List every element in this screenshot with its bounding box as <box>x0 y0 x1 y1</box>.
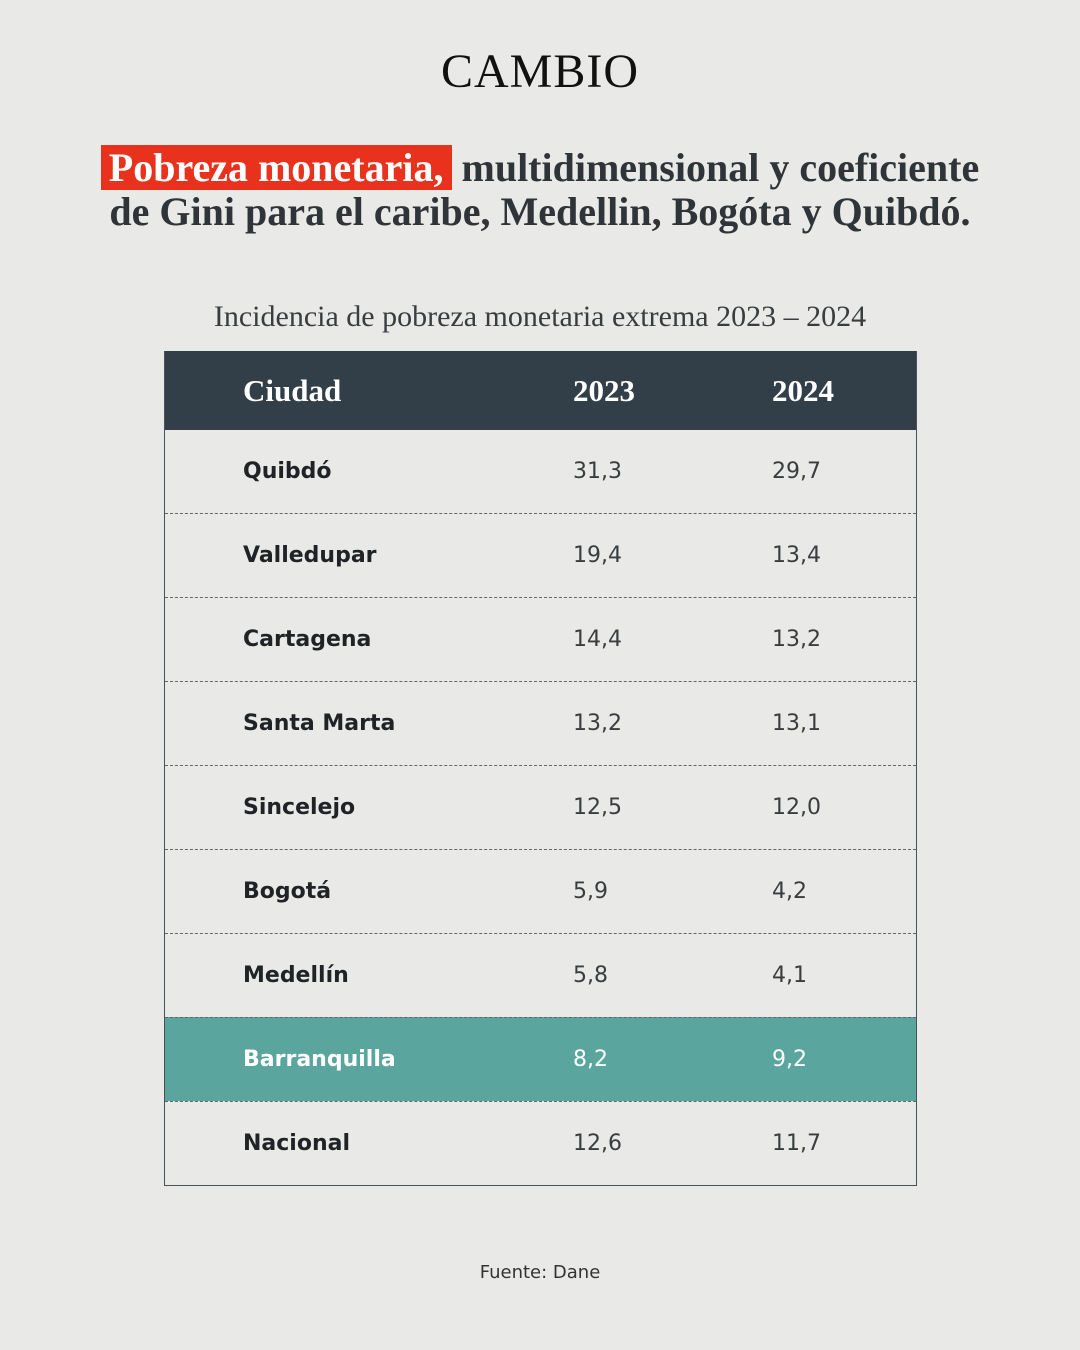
value-cell: 4,2 <box>772 879 807 904</box>
headline-text: de Gini para el caribe, Medellin, Bogóta… <box>109 189 971 234</box>
value-cell: 13,2 <box>772 627 821 652</box>
table-row: Valledupar 19,4 13,4 <box>165 513 916 597</box>
value-cell: 8,2 <box>573 1047 608 1072</box>
city-cell: Valledupar <box>243 543 377 568</box>
headline: Pobreza monetaria, multidimensional y co… <box>0 145 1080 234</box>
city-cell: Sincelejo <box>243 795 356 820</box>
headline-highlight: Pobreza monetaria, <box>100 145 452 190</box>
city-cell: Nacional <box>243 1131 351 1156</box>
value-cell: 12,5 <box>573 795 622 820</box>
value-cell: 12,0 <box>772 795 821 820</box>
column-header: 2023 <box>573 372 635 408</box>
value-cell: 31,3 <box>573 459 622 484</box>
brand: CAMBIO <box>440 45 640 98</box>
value-cell: 12,6 <box>573 1131 622 1156</box>
value-cell: 13,4 <box>772 543 821 568</box>
value-cell: 5,9 <box>573 879 608 904</box>
city-cell: Cartagena <box>243 627 372 652</box>
value-cell: 13,2 <box>573 711 622 736</box>
value-cell: 14,4 <box>573 627 622 652</box>
table-row: Sincelejo 12,5 12,0 <box>165 765 916 849</box>
value-cell: 19,4 <box>573 543 622 568</box>
city-cell: Santa Marta <box>243 711 396 736</box>
table-row: Medellín 5,8 4,1 <box>165 933 916 1017</box>
city-cell: Quibdó <box>243 459 332 484</box>
column-header: 2024 <box>772 372 834 408</box>
table-header: Ciudad 2023 2024 <box>165 351 916 430</box>
subtitle: Incidencia de pobreza monetaria extrema … <box>213 300 867 333</box>
value-cell: 9,2 <box>772 1047 807 1072</box>
table-row: Barranquilla 8,2 9,2 <box>165 1017 916 1101</box>
table-body: Quibdó 31,3 29,7 Valledupar 19,4 13,4 Cartagen… <box>165 430 916 1185</box>
value-cell: 29,7 <box>772 459 821 484</box>
table-row: Bogotá 5,9 4,2 <box>165 849 916 933</box>
table-row: Quibdó 31,3 29,7 <box>165 430 916 513</box>
table-row: Nacional 12,6 11,7 <box>165 1101 916 1185</box>
value-cell: 4,1 <box>772 963 807 988</box>
table-row: Santa Marta 13,2 13,1 <box>165 681 916 765</box>
table: Ciudad 2023 2024 Quibdó 31,3 29,7 Valledupa… <box>164 351 917 1186</box>
column-header: Ciudad <box>243 372 342 408</box>
city-cell: Barranquilla <box>243 1047 396 1072</box>
source: Fuente: Dane <box>479 1262 601 1283</box>
city-cell: Bogotá <box>243 879 332 904</box>
city-cell: Medellín <box>243 963 349 988</box>
value-cell: 13,1 <box>772 711 821 736</box>
value-cell: 11,7 <box>772 1131 821 1156</box>
table-row: Cartagena 14,4 13,2 <box>165 597 916 681</box>
headline-text: multidimensional y coeficiente <box>461 145 980 190</box>
value-cell: 5,8 <box>573 963 608 988</box>
